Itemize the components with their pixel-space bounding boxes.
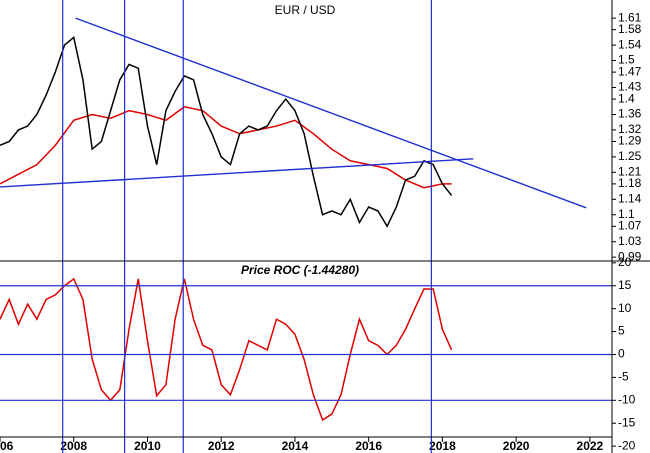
y-tick-label: -5 xyxy=(618,370,629,384)
y-tick-label: 0.99 xyxy=(618,249,642,263)
y-tick-label: 1.43 xyxy=(618,80,642,94)
y-tick-label: 15 xyxy=(618,278,632,292)
y-tick-label: -20 xyxy=(618,438,636,452)
y-tick-label: 1.14 xyxy=(618,191,642,205)
y-tick-label: 1.21 xyxy=(618,165,642,179)
y-tick-label: 1.29 xyxy=(618,134,642,148)
x-tick-label: 2014 xyxy=(282,439,309,453)
y-tick-label: 0 xyxy=(618,347,625,361)
y-tick-label: 1.47 xyxy=(618,64,642,78)
y-tick-label: 1.4 xyxy=(618,91,635,105)
y-tick-label: 20 xyxy=(618,255,632,269)
y-tick-label: -10 xyxy=(618,392,636,406)
y-tick-label: 1.25 xyxy=(618,149,642,163)
y-tick-label: 1.54 xyxy=(618,37,642,51)
y-tick-label: 10 xyxy=(618,301,632,315)
x-tick-label: 2008 xyxy=(60,439,87,453)
y-tick-label: -15 xyxy=(618,415,636,429)
y-tick-label: 1.18 xyxy=(618,176,642,190)
y-tick-label: 1.03 xyxy=(618,234,642,248)
x-tick-label: 2012 xyxy=(208,439,235,453)
x-tick-label: 2016 xyxy=(355,439,382,453)
trend-line xyxy=(0,158,474,188)
series-line xyxy=(0,277,453,422)
y-tick-label: 5 xyxy=(618,324,625,338)
indicator-title: Price ROC (-1.44280) xyxy=(241,263,359,277)
series-line xyxy=(0,36,453,228)
y-tick-label: 1.61 xyxy=(618,10,642,24)
y-tick-label: 1.1 xyxy=(618,207,635,221)
y-tick-label: 1.07 xyxy=(618,218,642,232)
y-tick-label: 1.32 xyxy=(618,122,642,136)
chart-title: EUR / USD xyxy=(275,3,336,17)
x-tick-label: 2010 xyxy=(134,439,161,453)
x-tick-label: 2006 xyxy=(0,439,14,453)
y-tick-label: 1.5 xyxy=(618,53,635,67)
trend-line xyxy=(75,17,587,209)
x-tick-label: 2020 xyxy=(503,439,530,453)
y-tick-label: 1.36 xyxy=(618,107,642,121)
y-tick-label: 1.58 xyxy=(618,22,642,36)
x-tick-label: 2018 xyxy=(429,439,456,453)
x-tick-label: 2022 xyxy=(577,439,604,453)
series-line xyxy=(0,105,452,189)
